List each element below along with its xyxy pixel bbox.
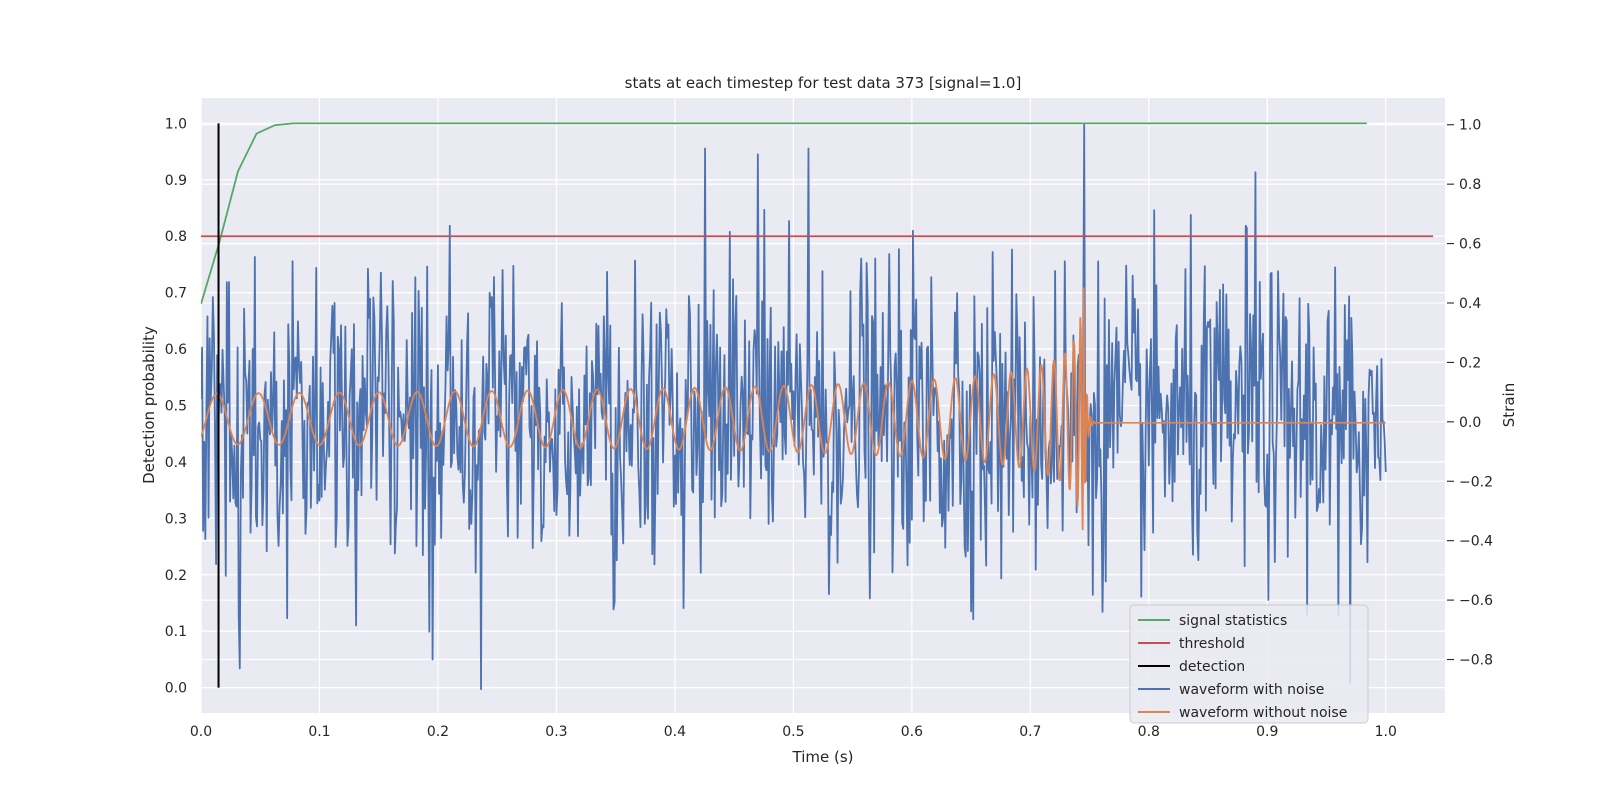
y-tick-label: 0.5 xyxy=(165,399,187,415)
y-tick-label: 0.7 xyxy=(165,286,187,302)
y-tick-label: 0.6 xyxy=(165,342,187,358)
y-tick-label: 0.2 xyxy=(165,568,187,584)
y2-tick-label: −0.2 xyxy=(1459,474,1493,490)
y-tick-label: 0.9 xyxy=(165,173,187,189)
series-signal-statistics xyxy=(201,122,1367,305)
legend-label: waveform with noise xyxy=(1179,682,1324,698)
y-tick-label: 0.3 xyxy=(165,511,187,527)
y-tick-label: 0.8 xyxy=(165,229,187,245)
legend: signal statistics threshold detection wavef… xyxy=(1129,604,1369,724)
y2-tick-label: −0.6 xyxy=(1459,593,1493,609)
chart-title: stats at each timestep for test data 373… xyxy=(625,74,1022,92)
legend-label: detection xyxy=(1179,659,1245,675)
y-tick-label: 1.0 xyxy=(165,116,187,132)
y2-tick-label: 0.2 xyxy=(1459,355,1481,371)
y2-axis-ticks: −0.8 −0.6 −0.4 −0.2 0.0 0.2 0.4 0.6 0.8 1.0 xyxy=(1447,118,1493,669)
y-axis-label: Detection probability xyxy=(140,326,158,484)
y-axis-ticks: 0.0 0.1 0.2 0.3 0.4 0.5 0.6 0.7 0.8 0.9 1.0 xyxy=(165,116,187,696)
y-tick-label: 0.0 xyxy=(165,681,187,697)
y-tick-label: 0.1 xyxy=(165,624,187,640)
series-layer xyxy=(201,122,1434,691)
x-tick-label: 0.7 xyxy=(1019,724,1041,740)
x-axis-label: Time (s) xyxy=(792,748,854,766)
y2-tick-label: 0.0 xyxy=(1459,415,1481,431)
y2-tick-label: −0.8 xyxy=(1459,653,1493,669)
legend-label: signal statistics xyxy=(1179,613,1287,629)
x-tick-label: 0.4 xyxy=(664,724,686,740)
series-waveform-without-noise xyxy=(201,287,1387,531)
y-tick-label: 0.4 xyxy=(165,455,187,471)
y2-tick-label: 0.4 xyxy=(1459,296,1481,312)
legend-label: waveform without noise xyxy=(1179,705,1347,721)
legend-box xyxy=(1129,604,1369,724)
x-tick-label: 0.6 xyxy=(901,724,923,740)
y2-tick-label: 0.6 xyxy=(1459,237,1481,253)
y2-tick-label: 0.8 xyxy=(1459,177,1481,193)
x-tick-label: 0.2 xyxy=(427,724,449,740)
x-tick-label: 0.1 xyxy=(308,724,330,740)
x-tick-label: 0.8 xyxy=(1138,724,1160,740)
y2-axis-label: Strain xyxy=(1500,383,1518,427)
y2-tick-label: 1.0 xyxy=(1459,118,1481,134)
x-tick-label: 0.0 xyxy=(190,724,212,740)
x-tick-label: 1.0 xyxy=(1375,724,1397,740)
y2-tick-label: −0.4 xyxy=(1459,534,1493,550)
x-tick-label: 0.9 xyxy=(1256,724,1278,740)
legend-label: threshold xyxy=(1179,636,1245,652)
series-waveform-with-noise xyxy=(201,123,1387,691)
x-tick-label: 0.3 xyxy=(545,724,567,740)
x-axis-ticks: 0.0 0.1 0.2 0.3 0.4 0.5 0.6 0.7 0.8 0.9 1.0 xyxy=(190,724,1397,740)
x-tick-label: 0.5 xyxy=(782,724,804,740)
